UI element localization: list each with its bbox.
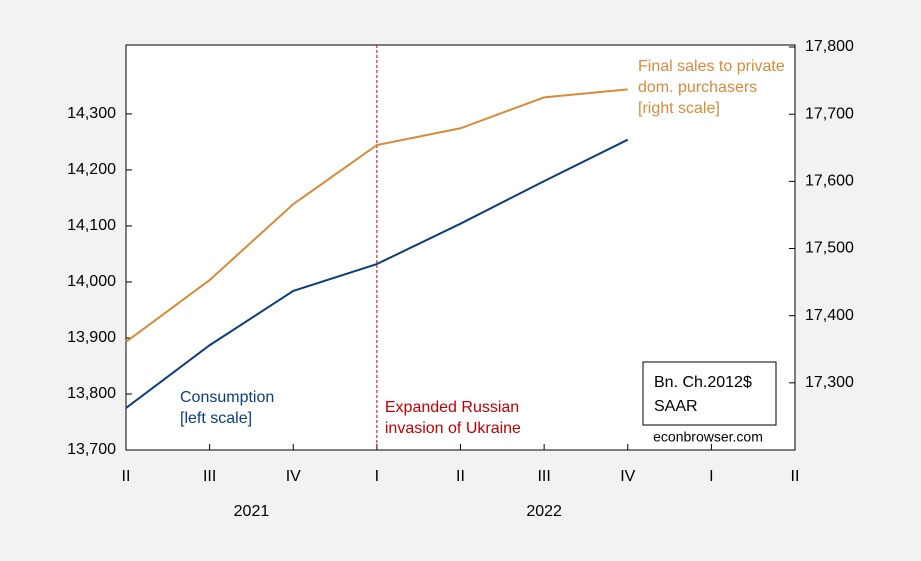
y2-tick-label: 17,500 bbox=[805, 240, 854, 257]
series-label: Consumption bbox=[180, 389, 274, 406]
series-line bbox=[125, 88, 628, 343]
y-tick-label: 14,300 bbox=[67, 105, 116, 122]
x-tick-label: IV bbox=[286, 468, 301, 485]
x-tick-label: II bbox=[122, 468, 131, 485]
y-tick-label: 13,700 bbox=[67, 441, 116, 458]
x-tick-label: I bbox=[709, 468, 713, 485]
y2-tick-label: 17,800 bbox=[805, 38, 854, 55]
x-tick-label: II bbox=[791, 468, 800, 485]
series-label: [right scale] bbox=[638, 100, 720, 117]
event-label: invasion of Ukraine bbox=[385, 420, 521, 437]
series-label: Final sales to private bbox=[638, 58, 785, 75]
year-label: 2022 bbox=[526, 503, 562, 520]
series-label: [left scale] bbox=[180, 410, 252, 427]
y-tick-label: 13,900 bbox=[67, 329, 116, 346]
y2-tick-label: 17,400 bbox=[805, 307, 854, 324]
source-label: econbrowser.com bbox=[653, 429, 763, 445]
x-tick-label: III bbox=[537, 468, 550, 485]
y-tick-label: 13,800 bbox=[67, 385, 116, 402]
units-text: Bn. Ch.2012$ bbox=[654, 374, 752, 391]
year-label: 2021 bbox=[234, 503, 270, 520]
units-box bbox=[642, 361, 777, 426]
y2-tick-label: 17,700 bbox=[805, 105, 854, 122]
x-tick-label: II bbox=[456, 468, 465, 485]
y2-tick-label: 17,300 bbox=[805, 374, 854, 391]
x-tick-label: IV bbox=[620, 468, 635, 485]
series-line bbox=[125, 138, 629, 409]
y2-tick-label: 17,600 bbox=[805, 173, 854, 190]
x-tick-label: I bbox=[375, 468, 379, 485]
y-tick-label: 14,000 bbox=[67, 273, 116, 290]
y-tick-label: 14,200 bbox=[67, 161, 116, 178]
series-label: dom. purchasers bbox=[638, 79, 757, 96]
y-tick-label: 14,100 bbox=[67, 217, 116, 234]
event-label: Expanded Russian bbox=[385, 399, 519, 416]
units-text: SAAR bbox=[654, 398, 698, 415]
x-tick-label: III bbox=[203, 468, 216, 485]
